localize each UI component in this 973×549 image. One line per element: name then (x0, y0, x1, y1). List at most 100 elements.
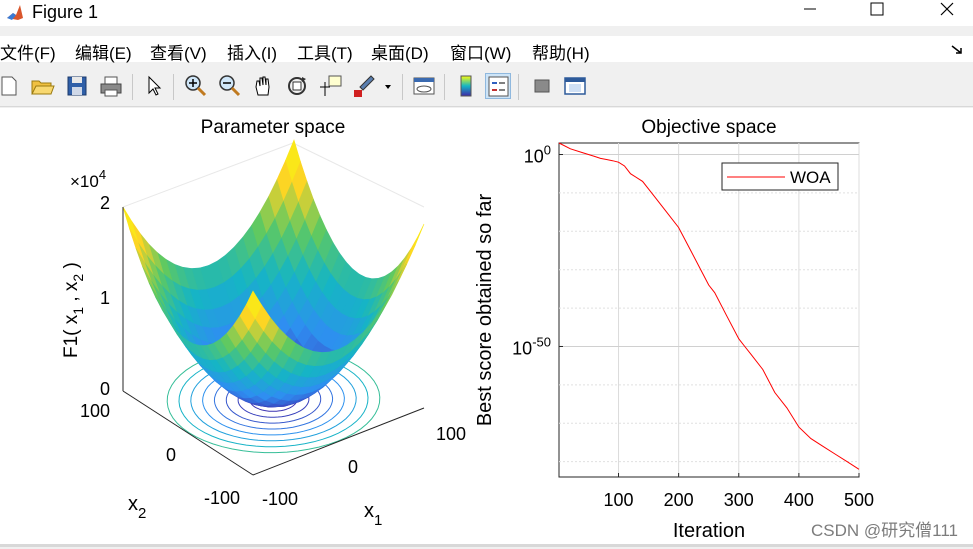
rotate-button[interactable] (284, 73, 310, 99)
link-plot-button[interactable] (411, 73, 437, 99)
rotate-icon (288, 77, 306, 95)
menu-insert[interactable]: 插入(I) (227, 44, 278, 63)
parameter-space-plot: Parameter space 2 1 0 ×104 100 0 -1 (61, 117, 466, 529)
legend-button[interactable] (485, 73, 511, 99)
new-figure-button[interactable] (0, 73, 22, 99)
x-tick-label: 0 (348, 457, 358, 477)
pan-icon (255, 76, 270, 96)
new-figure-icon (1, 76, 17, 96)
y-axis-label: x2 (128, 493, 146, 522)
pointer-button[interactable] (141, 73, 167, 99)
legend: WOA (721, 162, 839, 191)
brush-icon (354, 75, 375, 97)
x-tick-label: 400 (784, 490, 814, 510)
show-plot-tools-button[interactable] (562, 73, 588, 99)
x-tick-label: 200 (664, 490, 694, 510)
brush-button[interactable] (351, 73, 377, 99)
y-axis-line (122, 390, 254, 476)
plot-box (558, 142, 860, 478)
z-exponent-label: ×104 (70, 167, 106, 191)
save-button[interactable] (64, 73, 90, 99)
toolbar-separator (444, 74, 445, 100)
x-tick-label: -100 (262, 489, 298, 509)
z-tick-label: 1 (100, 288, 110, 308)
y-tick-label: 0 (166, 445, 176, 465)
data-cursor-button[interactable] (317, 73, 343, 99)
x-axis-label: x1 (364, 500, 382, 529)
surface-patch (122, 206, 139, 243)
bottom-edge (0, 544, 973, 547)
watermark: CSDN @研究僧111 (811, 521, 958, 540)
minimize-icon (804, 8, 816, 10)
maximize-icon (870, 2, 884, 16)
z-tick-label: 2 (100, 193, 110, 213)
surface (122, 139, 425, 408)
toolbar-separator (132, 74, 133, 100)
x-tick-label: 100 (603, 490, 633, 510)
save-icon (67, 76, 87, 96)
menu-edit[interactable]: 编辑(E) (75, 44, 132, 63)
maximize-button[interactable] (854, 0, 900, 26)
open-icon (31, 80, 55, 95)
x-tick-label: 100 (436, 424, 466, 444)
dock-arrow-icon[interactable] (950, 44, 964, 56)
show-plot-tools-icon (564, 77, 586, 95)
minimize-button[interactable] (787, 0, 833, 26)
y-tick-label: -100 (204, 488, 240, 508)
window-title: Figure 1 (32, 2, 99, 22)
menu-window[interactable]: 窗口(W) (450, 44, 512, 63)
y-tick-label: 100 (80, 401, 110, 421)
back-pane-edge (292, 142, 425, 208)
legend-label: WOA (790, 168, 831, 187)
zoom-out-icon (219, 75, 241, 97)
zoom-out-button[interactable] (216, 73, 242, 99)
toolbar-separator (173, 74, 174, 100)
x-tick-label: 300 (724, 490, 754, 510)
print-icon (100, 76, 122, 97)
colorbar-button[interactable] (453, 73, 479, 99)
z-axis-label: F1( x1 , x2 ) (61, 262, 86, 358)
data-cursor-icon (320, 75, 342, 96)
print-button[interactable] (98, 73, 124, 99)
colorbar-icon (460, 75, 472, 97)
close-icon (940, 2, 954, 16)
close-button[interactable] (924, 0, 970, 26)
toolbar-separator (402, 74, 403, 100)
menu-bar: 文件(F) 编辑(E) 查看(V) 插入(I) 工具(T) 桌面(D) 窗口(W… (0, 36, 973, 63)
hide-plot-tools-button[interactable] (529, 73, 555, 99)
zoom-in-icon (185, 75, 207, 97)
z-ticks: 2 1 0 (100, 193, 110, 399)
open-button[interactable] (29, 73, 55, 99)
menu-file[interactable]: 文件(F) (0, 44, 56, 63)
pointer-icon (148, 75, 162, 96)
chevron-down-icon (385, 85, 391, 89)
menu-desktop[interactable]: 桌面(D) (371, 44, 429, 63)
menu-view[interactable]: 查看(V) (150, 44, 207, 63)
y-tick-label: 10-50 (512, 334, 551, 358)
y-ticks: 100 10-50 (512, 143, 563, 358)
menu-tools[interactable]: 工具(T) (297, 44, 353, 63)
legend-icon (488, 76, 509, 97)
objective-space-plot: Objective space 100 200 300 400 500 100 10-50… (474, 117, 874, 542)
menu-help[interactable]: 帮助(H) (532, 44, 590, 63)
back-pane-edge (122, 142, 294, 208)
surface-patch (246, 290, 262, 320)
matlab-logo-icon (7, 5, 23, 20)
x-tick-label: 500 (844, 490, 874, 510)
x-ticks: 100 200 300 400 500 (603, 473, 874, 510)
link-plot-icon (413, 77, 435, 95)
zoom-in-button[interactable] (182, 73, 208, 99)
left-title: Parameter space (201, 117, 346, 138)
hide-plot-tools-icon (534, 79, 550, 93)
figure-canvas: Parameter space 2 1 0 ×104 100 0 -1 (0, 108, 973, 544)
brush-dropdown-button[interactable] (382, 73, 394, 99)
figure-svg: Parameter space 2 1 0 ×104 100 0 -1 (61, 117, 958, 542)
z-tick-label: 0 (100, 379, 110, 399)
pan-button[interactable] (250, 73, 276, 99)
y-tick-label: 100 (524, 143, 551, 167)
surface-patch (395, 248, 412, 280)
toolbar-separator (518, 74, 519, 100)
woa-series-line (558, 142, 860, 470)
x-axis-label: Iteration (673, 520, 745, 542)
y-axis-label: Best score obtained so far (474, 193, 496, 426)
